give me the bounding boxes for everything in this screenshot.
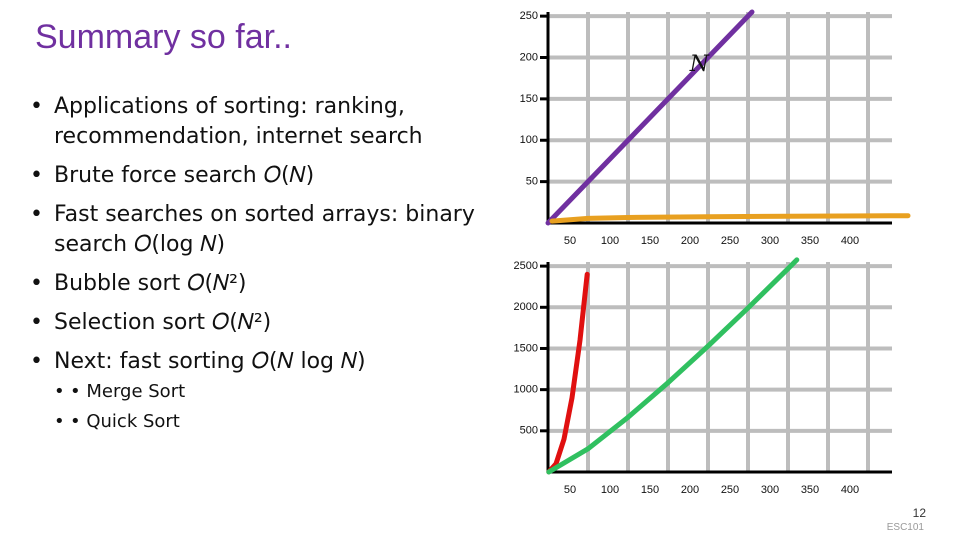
- x-tick-label: 100: [601, 235, 619, 247]
- page-number: 12: [912, 506, 926, 520]
- series-label: N: [689, 52, 710, 77]
- x-tick-label: 150: [641, 235, 659, 247]
- footer: ESC101: [886, 522, 924, 533]
- y-tick-label: 1000: [514, 384, 538, 396]
- x-tick-label: 250: [721, 484, 739, 496]
- x-tick-label: 300: [761, 235, 779, 247]
- bullet: Bubble sort 𝑂(𝑁²): [30, 269, 500, 299]
- x-tick-label: 50: [564, 484, 576, 496]
- bullet: Next: fast sorting 𝑂(𝑁 log 𝑁)• Merge Sor…: [30, 347, 500, 437]
- slide-title: Summary so far..: [35, 18, 292, 56]
- y-tick-label: 2000: [514, 301, 538, 313]
- bullet-list: Applications of sorting: ranking, recomm…: [30, 92, 500, 446]
- x-tick-label: 400: [841, 235, 859, 247]
- y-tick-label: 150: [520, 93, 538, 105]
- y-tick-label: 1500: [514, 342, 538, 354]
- sub-bullet: • Quick Sort: [54, 407, 500, 437]
- y-tick-label: 200: [520, 51, 538, 63]
- sub-bullet-text: Merge Sort: [86, 381, 186, 402]
- x-tick-label: 100: [601, 484, 619, 496]
- sub-bullet-list: • Merge Sort• Quick Sort: [54, 377, 500, 437]
- x-tick-label: 150: [641, 484, 659, 496]
- sub-bullet: • Merge Sort: [54, 377, 500, 407]
- y-tick-label: 250: [520, 10, 538, 22]
- x-tick-label: 350: [801, 484, 819, 496]
- x-tick-label: 400: [841, 484, 859, 496]
- series-line: [549, 213, 911, 224]
- x-tick-label: 250: [721, 235, 739, 247]
- x-tick-label: 50: [564, 235, 576, 247]
- bullet: Brute force search 𝑂(𝑁): [30, 161, 500, 191]
- y-tick-label: 100: [520, 134, 538, 146]
- y-tick-label: 50: [526, 176, 538, 188]
- series-line: [545, 9, 755, 226]
- bullet: Fast searches on sorted arrays: binary s…: [30, 200, 500, 260]
- bullet: Selection sort 𝑂(𝑁²): [30, 308, 500, 338]
- y-tick-label: 2500: [514, 260, 538, 272]
- x-tick-label: 200: [681, 484, 699, 496]
- series-line: [546, 271, 590, 475]
- bullet: Applications of sorting: ranking, recomm…: [30, 92, 500, 152]
- x-tick-label: 200: [681, 235, 699, 247]
- x-tick-label: 350: [801, 235, 819, 247]
- y-tick-label: 500: [520, 425, 538, 437]
- sub-bullet-text: Quick Sort: [86, 411, 180, 432]
- x-tick-label: 300: [761, 484, 779, 496]
- series-line: [546, 257, 800, 475]
